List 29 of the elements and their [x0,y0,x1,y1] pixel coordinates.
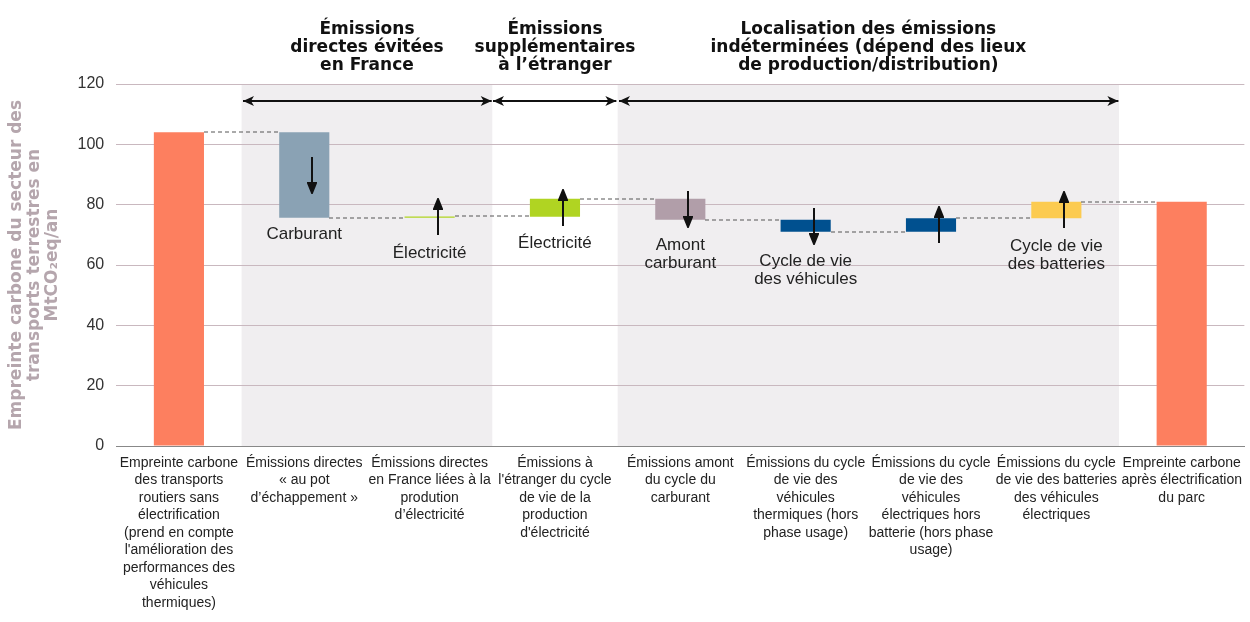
x-tick-label: Émissions directes en France liées à la prodution d’électricité [368,453,491,523]
x-tick-label: Émissions du cycle de vie des véhicules électriques hors batterie (hors phase usage) [868,453,994,558]
category-label: Empreinte carbone des transports routiers sans électrification (prend en compte l'amélioration des performances des véhicules thermiques) [119,453,239,610]
bar [153,132,204,446]
x-tick-label: Émissions du cycle de vie des véhicules thermiques (hors phase usage) [746,453,866,540]
band-label: Localisation des émissions indéterminées (dépend des lieux de production/distribution) [710,18,1027,75]
annotation: Amont carburant [644,234,717,272]
y-tick-label: 100 [77,134,105,152]
y-tick-label: 40 [86,315,105,333]
y-tick-label: 20 [86,376,105,394]
text: Émissions supplémentaires à l’étranger [474,17,636,75]
bar [1156,201,1207,446]
y-tick-label: 120 [77,74,105,92]
annotation: Électricité [392,242,467,262]
bar [279,132,330,218]
x-tick-label: Émissions directes « au pot d’échappement » [245,453,363,505]
x-tick-label: Empreinte carbone après électrification du parc [1121,453,1243,505]
annotation: Carburant [266,224,343,244]
y-tick-label: 60 [86,255,105,273]
annotation: Électricité [518,233,592,253]
annotation: Cycle de vie des batteries [1007,235,1106,273]
x-tick-label: Émissions du cycle de vie des batteries des véhicules électriques [995,453,1118,523]
band-label: Émissions directes évitées en France [290,17,444,75]
y-tick-label: 0 [95,436,105,454]
annotation: Cycle de vie des véhicules [754,251,858,289]
y-tick-label: 80 [86,195,105,213]
x-tick-label: Émissions à l'étranger du cycle de vie de la production d'électricité [498,453,612,540]
x-tick-label: Émissions amont du cycle du carburant [627,453,734,505]
y-axis-title: Empreinte carbone du secteur des transports terrestres en MtCO₂eq/an [5,99,62,431]
